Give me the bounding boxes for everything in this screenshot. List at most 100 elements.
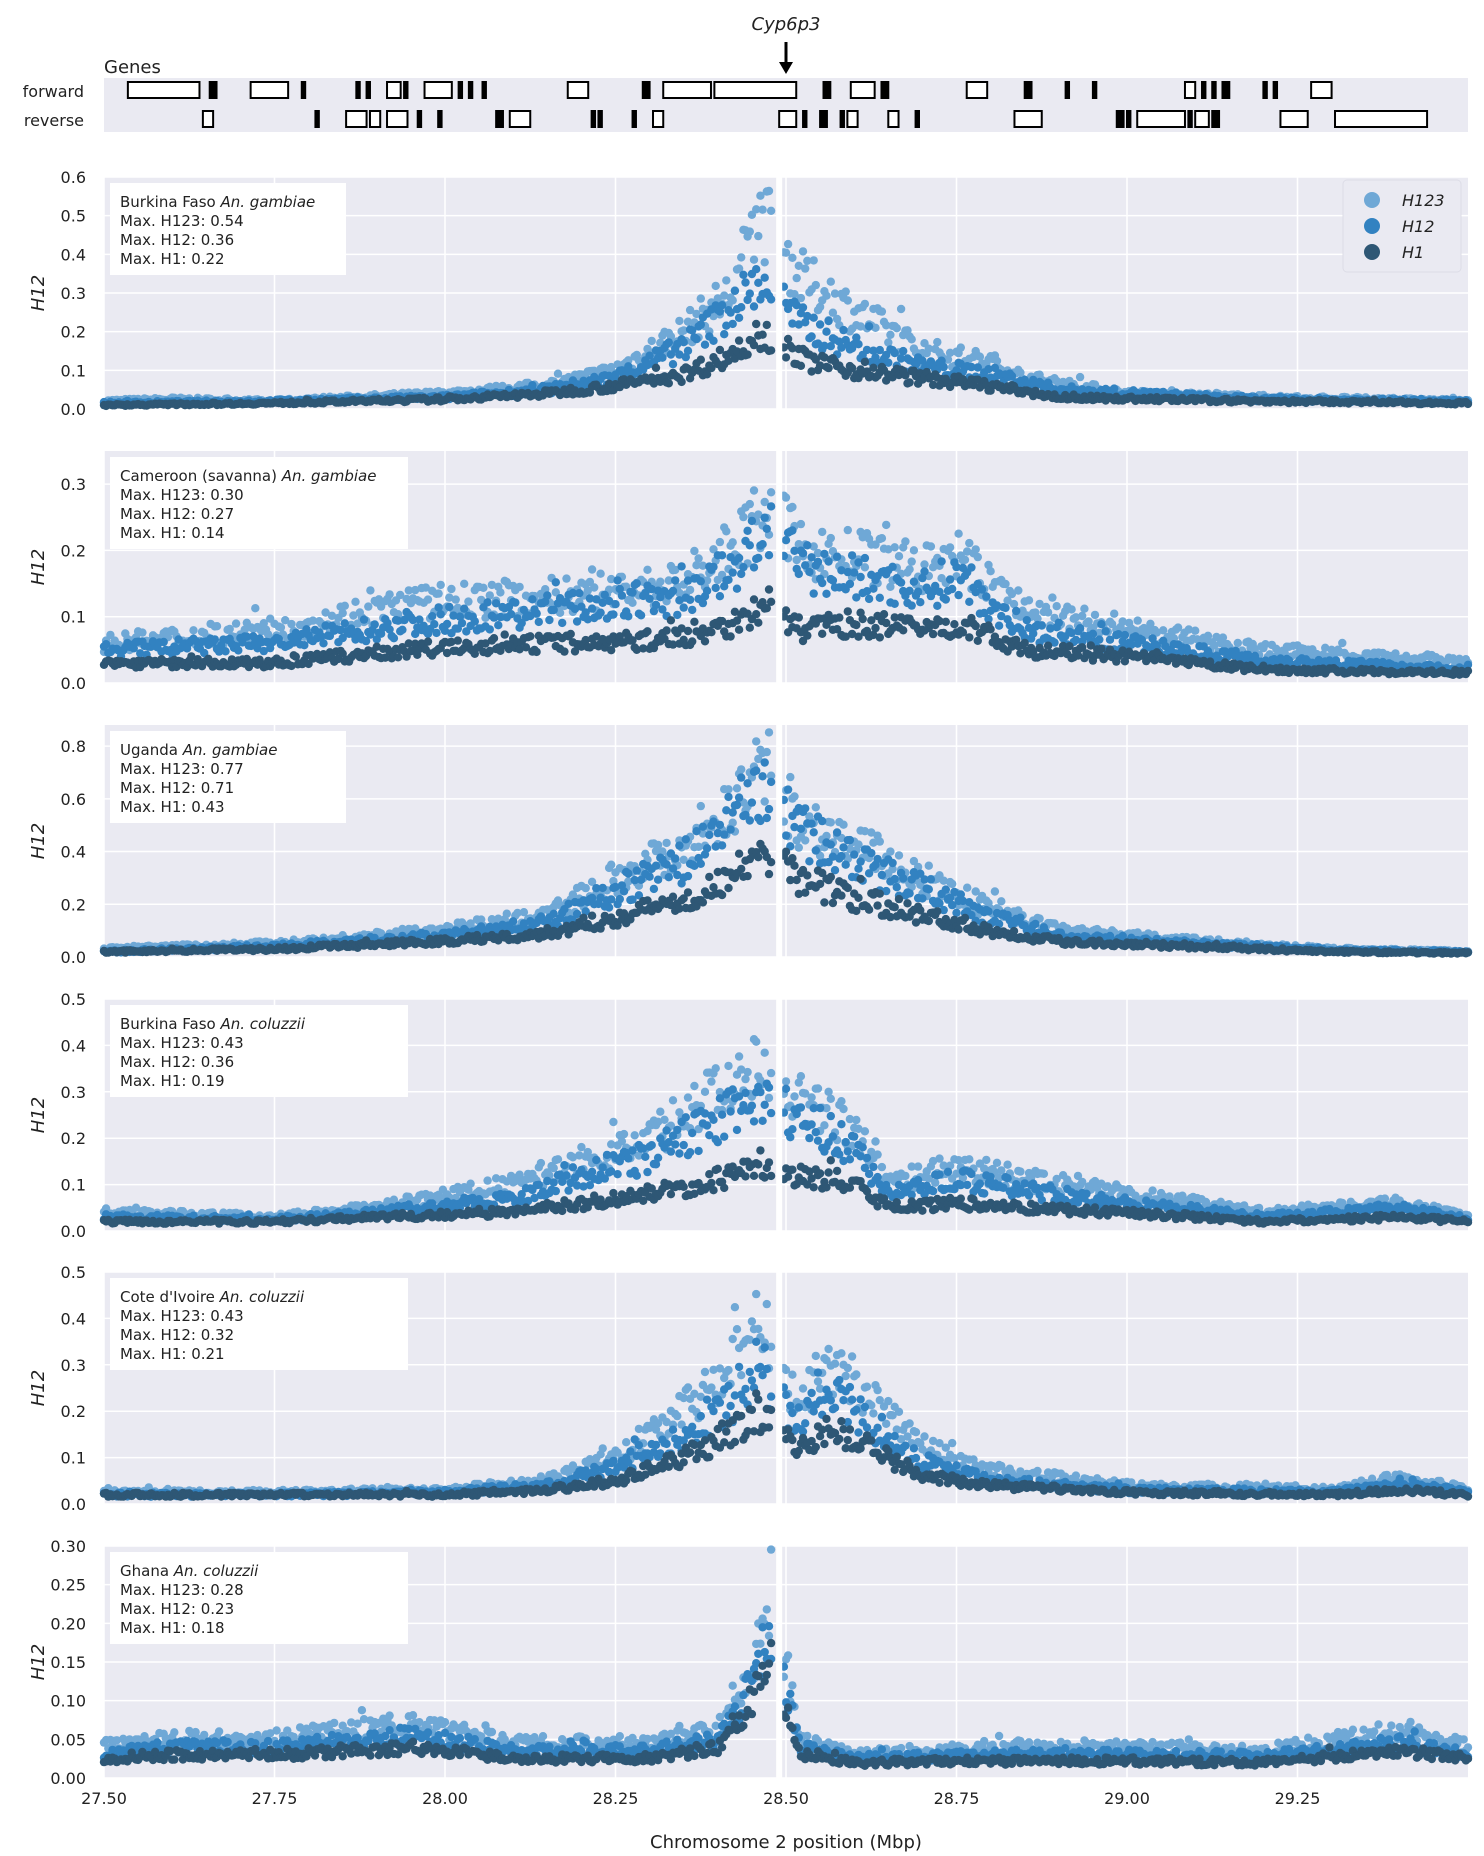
point-h12: [739, 270, 748, 279]
point-h123: [809, 256, 818, 265]
y-tick-label: 0.2: [61, 541, 86, 560]
gene-annotation: Cyp6p3: [752, 14, 821, 74]
point-h123: [963, 883, 972, 892]
point-h123: [1001, 579, 1010, 589]
point-h12: [888, 562, 897, 571]
point-h12: [619, 887, 629, 896]
gene-forward: [713, 81, 798, 99]
gene-forward: [365, 81, 371, 99]
point-h1: [905, 378, 914, 387]
point-h12: [745, 289, 754, 298]
point-h123: [960, 555, 970, 564]
point-h12: [924, 885, 933, 894]
point-h12: [965, 597, 974, 606]
gene-forward: [1272, 81, 1279, 99]
gene-forward: [126, 81, 201, 99]
point-h123: [926, 542, 936, 551]
point-h1: [762, 320, 771, 330]
point-h12: [752, 265, 761, 274]
point-h12: [745, 541, 754, 550]
point-h1: [928, 629, 938, 639]
point-h12: [724, 575, 733, 584]
point-h12: [432, 628, 441, 638]
point-h123: [643, 565, 652, 574]
point-h12: [1095, 635, 1104, 644]
point-h12: [632, 579, 641, 588]
point-h1: [835, 613, 844, 622]
point-h12: [485, 625, 494, 634]
point-h12: [1022, 616, 1031, 625]
point-h12: [210, 635, 219, 644]
point-h1: [899, 626, 908, 635]
point-h1: [696, 355, 705, 364]
point-h1: [734, 625, 744, 634]
point-h123: [479, 583, 488, 592]
population-name: Cameroon (savanna): [120, 467, 282, 485]
point-h12: [896, 578, 906, 587]
point-h12: [715, 820, 725, 830]
point-h12: [860, 553, 870, 563]
gene-reverse: [1136, 110, 1186, 128]
point-h123: [745, 499, 754, 509]
point-h123: [715, 537, 725, 547]
point-h123: [790, 290, 799, 299]
point-h12: [752, 766, 761, 775]
point-h12: [389, 634, 399, 643]
gene-reverse: [1334, 110, 1429, 128]
point-h123: [801, 836, 810, 845]
point-h123: [515, 582, 524, 592]
point-h12: [1054, 618, 1064, 627]
point-h1: [560, 647, 569, 656]
point-h12: [483, 598, 492, 607]
point-h12: [587, 604, 597, 613]
point-h12: [683, 346, 693, 355]
point-h12: [899, 346, 908, 356]
point-h1: [664, 379, 673, 388]
point-h12: [717, 551, 727, 560]
point-h1: [875, 633, 884, 642]
point-h1: [453, 636, 462, 645]
point-h12: [845, 579, 855, 589]
point-h12: [728, 808, 737, 817]
point-h12: [781, 536, 791, 545]
point-h123: [1338, 638, 1347, 648]
point-h123: [796, 293, 806, 303]
y-tick-label: 0.0: [61, 948, 86, 967]
gene-forward: [208, 81, 218, 99]
gene-forward: [249, 81, 290, 99]
point-h12: [847, 551, 857, 560]
point-h12: [822, 589, 831, 598]
point-h123: [553, 369, 563, 378]
point-h12: [509, 917, 518, 926]
point-h123: [685, 305, 695, 315]
gene-reverse: [631, 110, 637, 128]
gene-label: Cyp6p3: [752, 14, 821, 35]
point-h123: [948, 879, 957, 889]
point-h1: [734, 336, 744, 345]
point-h123: [764, 186, 774, 196]
y-tick-label: 0.3: [61, 284, 86, 303]
point-h12: [794, 569, 803, 579]
point-h12: [890, 348, 899, 358]
point-h12: [967, 563, 976, 572]
point-h123: [781, 493, 791, 502]
gene-reverse: [201, 110, 215, 128]
point-h12: [632, 866, 641, 875]
point-h123: [801, 264, 810, 273]
point-h123: [924, 344, 933, 353]
point-h123: [945, 543, 955, 552]
point-h12: [815, 320, 825, 329]
point-h12: [728, 568, 737, 577]
point-h12: [668, 586, 678, 596]
point-h1: [858, 614, 867, 624]
point-h123: [790, 792, 799, 801]
population-name: Burkina Faso: [120, 193, 221, 211]
point-h12: [221, 647, 230, 656]
annotation-arrow-head: [779, 62, 793, 74]
point-h12: [534, 617, 543, 627]
point-h123: [894, 851, 904, 860]
point-h123: [877, 307, 887, 316]
